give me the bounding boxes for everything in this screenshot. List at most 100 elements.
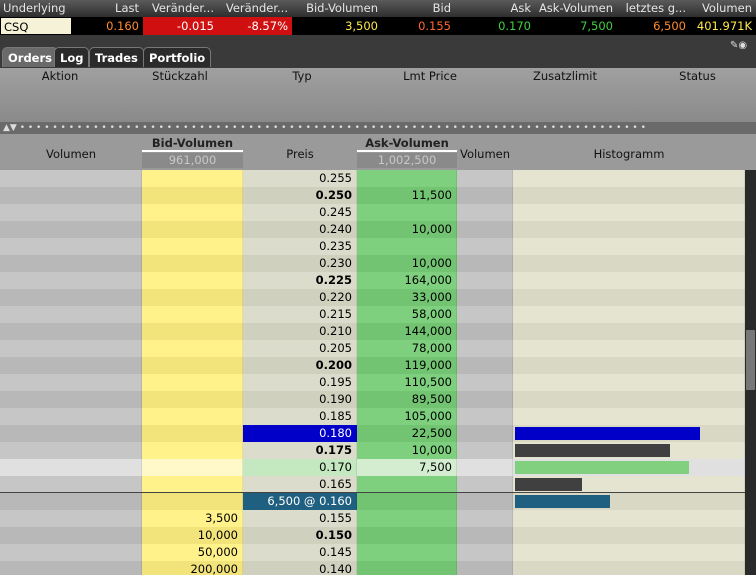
ask-volume-cell[interactable]: 78,000 xyxy=(357,340,457,357)
bid-volume-cell xyxy=(142,204,243,221)
ask-volume-cell[interactable] xyxy=(357,170,457,187)
ask-volume-cell[interactable]: 89,500 xyxy=(357,391,457,408)
book-row: 6,500 @ 0.160 xyxy=(0,492,745,511)
quote-value: 0.170 xyxy=(455,17,535,35)
ask-volume-cell[interactable] xyxy=(357,238,457,255)
ask-volume-cell[interactable]: 33,000 xyxy=(357,289,457,306)
ask-volume-cell[interactable]: 10,000 xyxy=(357,442,457,459)
ask-volume-cell[interactable] xyxy=(357,561,457,575)
bid-volume-cell xyxy=(142,493,243,510)
histogram-cell xyxy=(513,289,745,306)
histogram-cell xyxy=(513,340,745,357)
tab[interactable]: Log xyxy=(54,47,90,67)
orders-column-header: Status xyxy=(679,69,716,83)
histogram-cell xyxy=(513,391,745,408)
price-cell[interactable]: 0.230 xyxy=(243,255,357,272)
volume-cell xyxy=(0,374,142,391)
quote-column-header: Last xyxy=(72,0,143,17)
bid-volume-cell xyxy=(142,289,243,306)
book-row: 10,000 0.150 xyxy=(0,527,745,544)
volume-cell xyxy=(0,493,142,510)
volume-cell xyxy=(0,425,142,442)
volume-cell xyxy=(457,255,513,272)
histogram-bar xyxy=(515,495,610,508)
bid-volume-cell xyxy=(142,255,243,272)
ask-volume-cell[interactable] xyxy=(357,510,457,527)
bid-volume-cell: 10,000 xyxy=(142,527,243,544)
bid-volume-cell: 50,000 xyxy=(142,544,243,561)
ask-volume-cell[interactable]: 105,000 xyxy=(357,408,457,425)
ask-volume-cell[interactable] xyxy=(357,527,457,544)
ask-volume-cell[interactable]: 7,500 xyxy=(357,459,457,476)
quote-column-header: Veränder... xyxy=(143,0,218,17)
price-cell[interactable]: 0.200 xyxy=(243,357,357,374)
price-cell[interactable]: 0.150 xyxy=(243,527,357,544)
volume-cell xyxy=(0,408,142,425)
price-cell[interactable]: 0.155 xyxy=(243,510,357,527)
price-cell[interactable]: 0.175 xyxy=(243,442,357,459)
book-rows: 0.255 0.250 11,500 0.245 0.240 10,000 0.235 0.2… xyxy=(0,170,745,575)
price-cell[interactable]: 0.195 xyxy=(243,374,357,391)
volume-cell xyxy=(0,204,142,221)
volume-cell xyxy=(457,170,513,187)
ask-volume-cell[interactable]: 144,000 xyxy=(357,323,457,340)
price-cell[interactable]: 0.185 xyxy=(243,408,357,425)
price-cell[interactable]: 0.255 xyxy=(243,170,357,187)
bid-volume-cell xyxy=(142,442,243,459)
price-cell[interactable]: 0.250 xyxy=(243,187,357,204)
price-cell[interactable]: 0.145 xyxy=(243,544,357,561)
price-cell[interactable]: 0.245 xyxy=(243,204,357,221)
ask-volume-cell[interactable] xyxy=(357,204,457,221)
ask-volume-cell[interactable]: 164,000 xyxy=(357,272,457,289)
price-cell[interactable]: 0.180 xyxy=(243,425,357,442)
ask-volume-cell[interactable] xyxy=(357,476,457,493)
book-row: 0.230 10,000 xyxy=(0,255,745,272)
price-cell[interactable]: 6,500 @ 0.160 xyxy=(243,493,357,510)
scrollbar[interactable] xyxy=(745,170,756,575)
splitter[interactable]: ▲▼ • • • • • • • • • • • • • • • • • • •… xyxy=(0,122,756,134)
volume-cell xyxy=(0,187,142,204)
ask-volume-cell[interactable]: 110,500 xyxy=(357,374,457,391)
volume-cell xyxy=(457,391,513,408)
price-cell[interactable]: 0.225 xyxy=(243,272,357,289)
ask-volume-cell[interactable]: 58,000 xyxy=(357,306,457,323)
ask-volume-cell[interactable] xyxy=(357,493,457,510)
price-cell[interactable]: 0.140 xyxy=(243,561,357,575)
price-cell[interactable]: 0.205 xyxy=(243,340,357,357)
price-cell[interactable]: 0.165 xyxy=(243,476,357,493)
quote-value: 401.971K xyxy=(690,17,756,35)
ask-volume-cell[interactable]: 10,000 xyxy=(357,221,457,238)
volume-cell xyxy=(457,459,513,476)
price-cell[interactable]: 0.220 xyxy=(243,289,357,306)
tab[interactable]: Trades xyxy=(89,47,144,67)
quote-value: -8.57% xyxy=(218,17,292,35)
ask-volume-cell[interactable] xyxy=(357,544,457,561)
price-cell[interactable]: 0.240 xyxy=(243,221,357,238)
window-icons[interactable]: ✎◉ xyxy=(730,40,748,51)
tab[interactable]: Orders xyxy=(2,47,58,67)
ask-volume-cell[interactable]: 10,000 xyxy=(357,255,457,272)
ask-volume-cell[interactable]: 22,500 xyxy=(357,425,457,442)
price-cell[interactable]: 0.210 xyxy=(243,323,357,340)
orders-column-header: Aktion xyxy=(41,69,79,83)
tab[interactable]: Portfolio xyxy=(143,47,212,67)
price-cell[interactable]: 0.235 xyxy=(243,238,357,255)
bid-volume-cell xyxy=(142,459,243,476)
volume-cell xyxy=(457,204,513,221)
histogram-cell xyxy=(513,544,745,561)
histogram-cell xyxy=(513,238,745,255)
volume-cell xyxy=(0,476,142,493)
volume-cell xyxy=(457,289,513,306)
ask-volume-cell[interactable]: 119,000 xyxy=(357,357,457,374)
quote-column-header: Ask-Volumen xyxy=(535,0,617,17)
price-cell[interactable]: 0.190 xyxy=(243,391,357,408)
volume-cell xyxy=(0,544,142,561)
scroll-thumb[interactable] xyxy=(746,330,755,390)
price-cell[interactable]: 0.215 xyxy=(243,306,357,323)
price-cell[interactable]: 0.170 xyxy=(243,459,357,476)
histogram-bar xyxy=(515,461,689,474)
volume-cell xyxy=(457,238,513,255)
orders-panel xyxy=(0,68,756,122)
ask-volume-cell[interactable]: 11,500 xyxy=(357,187,457,204)
bid-total: 961,000 xyxy=(142,153,243,168)
